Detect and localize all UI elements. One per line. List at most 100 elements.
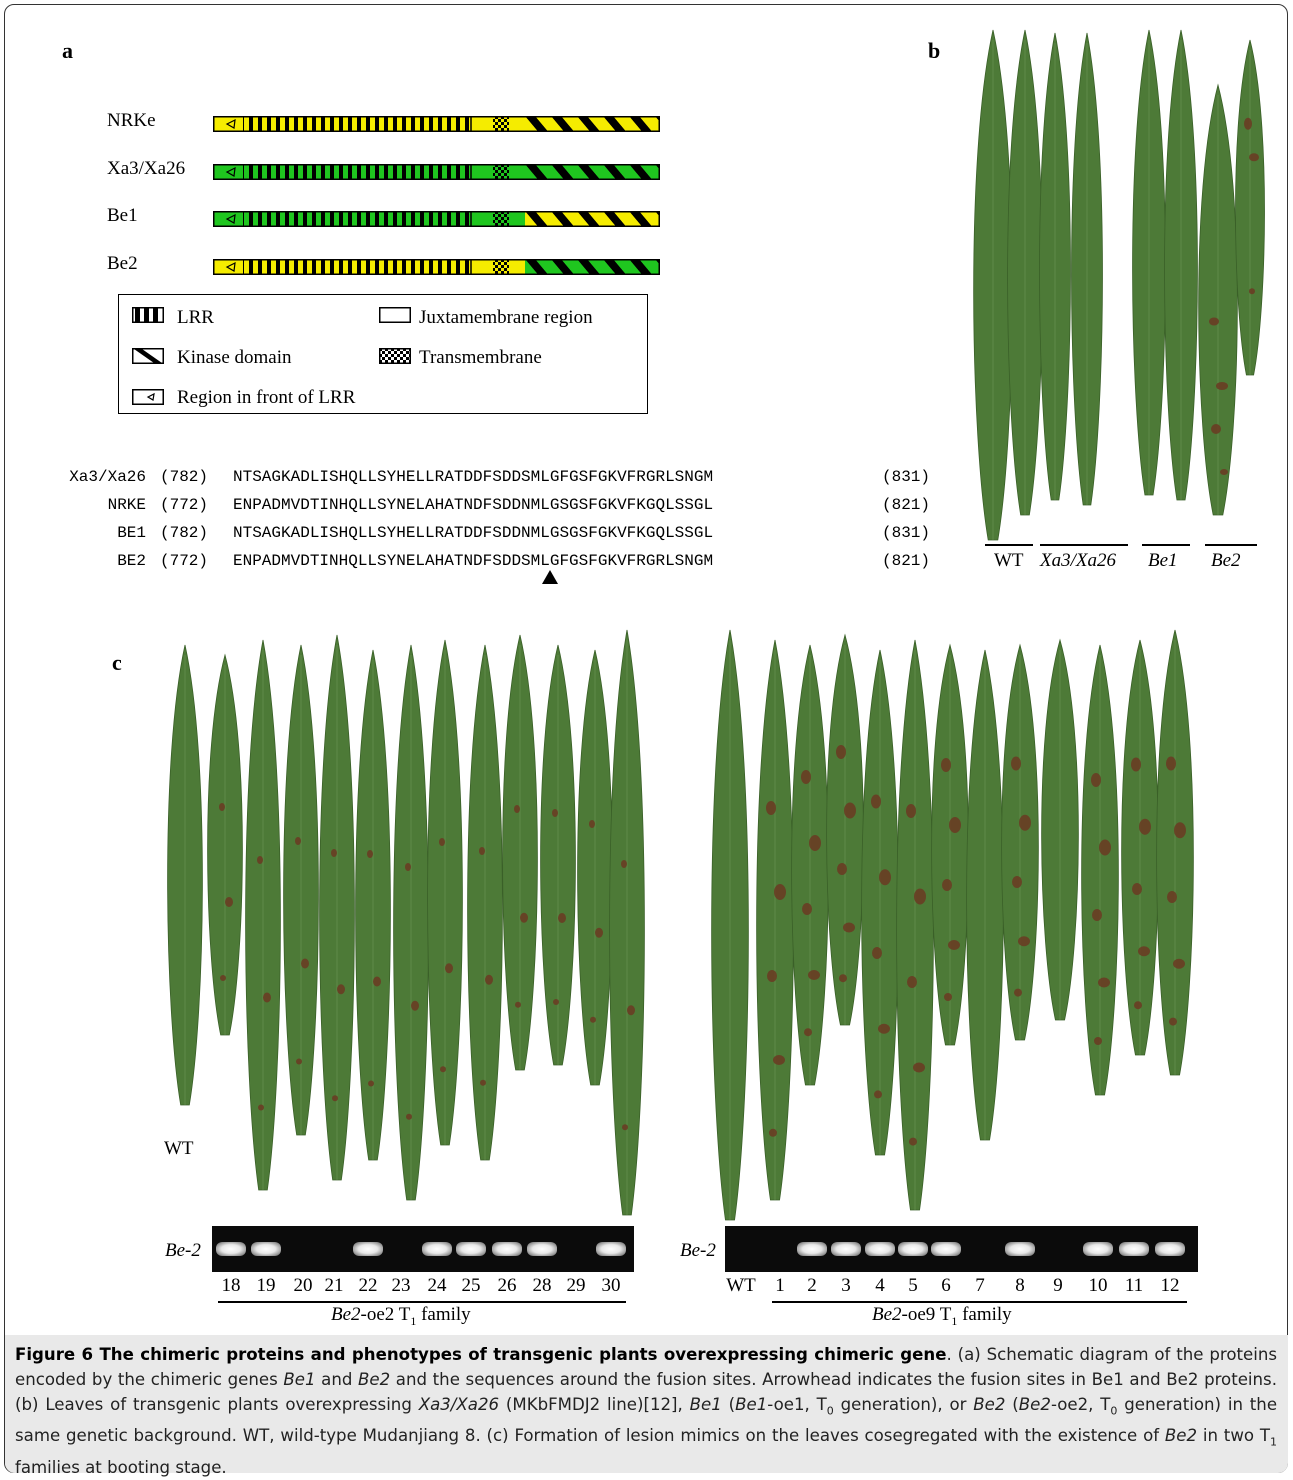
label-b-wt: WT — [994, 550, 1024, 571]
figure-caption: Figure 6 The chimeric proteins and pheno… — [15, 1345, 1278, 1477]
domain-legend: LRR Juxtamembrane region Kinase domain T… — [118, 294, 648, 414]
juxta-segment — [471, 259, 493, 275]
lesion — [949, 817, 961, 833]
protein-name: NRKe — [107, 110, 156, 131]
lane-label: 22 — [358, 1275, 378, 1296]
lesion — [485, 974, 493, 985]
protein-name: Xa3/Xa26 — [107, 158, 186, 179]
lesion — [804, 1028, 812, 1037]
gel-band — [596, 1242, 626, 1256]
lesion — [801, 770, 811, 784]
leaf — [502, 634, 538, 1071]
leaf — [319, 634, 355, 1181]
lesion — [1131, 757, 1141, 772]
gel-band — [931, 1242, 961, 1256]
lesion — [1099, 839, 1111, 856]
leaf — [966, 649, 1004, 1141]
gel-band — [865, 1242, 895, 1256]
protein-bar — [213, 164, 660, 180]
panel-c-right-leaves — [711, 629, 1194, 1221]
leaf — [1132, 29, 1166, 496]
leaf — [1235, 39, 1265, 376]
lesion — [1211, 424, 1221, 434]
protein-name: Be1 — [107, 205, 138, 226]
transmembrane-legend-icon — [379, 348, 411, 364]
lesion — [871, 794, 881, 809]
lesion — [553, 999, 559, 1005]
seq-name: BE1 — [117, 524, 146, 542]
lesion — [1092, 909, 1102, 921]
lesion — [367, 850, 373, 858]
front-region-mark — [225, 213, 236, 224]
protein-bar — [213, 116, 660, 132]
lesion — [837, 863, 847, 875]
lesion — [1098, 977, 1110, 988]
lesion — [802, 903, 812, 915]
lane-label: 26 — [497, 1275, 517, 1296]
lesion — [879, 869, 891, 886]
lane-label: 9 — [1053, 1275, 1063, 1296]
legend-kinase: Kinase domain — [177, 347, 292, 368]
lrr-segment-pattern — [243, 259, 471, 275]
lesion — [296, 1058, 302, 1065]
leaf — [427, 639, 463, 1146]
lrr-legend-icon — [132, 307, 164, 323]
tm-segment-pattern — [493, 211, 509, 227]
underline-xa3 — [1040, 544, 1128, 546]
lesion — [941, 758, 951, 772]
leaf — [931, 643, 969, 1046]
label-b-be1: Be1 — [1148, 550, 1178, 571]
lesion — [913, 1062, 925, 1073]
lesion — [295, 837, 301, 845]
fusion-arrowhead-icon — [542, 570, 558, 584]
protein-bar-border — [213, 116, 660, 132]
juxtamembrane-legend-icon — [379, 307, 411, 323]
seq-end: (821) — [882, 552, 931, 570]
lane-label: 2 — [807, 1275, 817, 1296]
front-region-mark — [225, 166, 236, 177]
leaf — [826, 633, 864, 1026]
gel-band — [831, 1242, 861, 1256]
family-right-label: Be2-oe9 T1 family — [872, 1304, 1012, 1328]
leaf — [1164, 29, 1198, 501]
lesion — [405, 863, 411, 871]
kinase-segment-pattern — [525, 211, 659, 227]
protein-bar-border — [213, 259, 660, 275]
leaf — [1071, 32, 1103, 506]
seq-end: (831) — [882, 468, 931, 486]
lesion — [1018, 936, 1030, 947]
lane-label: 28 — [532, 1275, 552, 1296]
front-region-mark — [225, 261, 236, 272]
leaf — [756, 639, 794, 1201]
seq-residues: NTSAGKADLISHQLLSYHELLRATDDFSDDNMLGSGSFGK… — [233, 524, 714, 542]
protein-bar-border — [213, 211, 660, 227]
lane-label: 4 — [875, 1275, 885, 1296]
juxta-segment — [471, 164, 493, 180]
leaf — [167, 644, 203, 1106]
underline-wt — [985, 544, 1033, 546]
lesion — [773, 1055, 785, 1065]
tm-segment-pattern — [493, 259, 509, 275]
seq-residues: ENPADMVDTINHQLLSYNELAHATNDFSDDSMLGFGSFGK… — [233, 552, 714, 570]
lane-label: 18 — [221, 1275, 241, 1296]
lesion — [445, 963, 453, 974]
lane-label: 30 — [601, 1275, 621, 1296]
lrr-segment-pattern — [243, 164, 471, 180]
lesion — [809, 835, 821, 851]
lesion — [479, 847, 485, 855]
gel-band — [456, 1242, 486, 1256]
lesion — [1094, 1037, 1102, 1045]
gel-band — [251, 1242, 281, 1256]
label-b-xa3: Xa3/Xa26 — [1040, 550, 1116, 571]
gel-right — [725, 1226, 1198, 1272]
tm-segment-pattern — [493, 164, 509, 180]
lesion — [1132, 883, 1142, 895]
leaf — [896, 639, 934, 1211]
lane-label: 7 — [975, 1275, 985, 1296]
caption-box — [5, 1335, 1288, 1473]
seq-name: BE2 — [117, 552, 146, 570]
lesion — [1134, 1001, 1142, 1010]
lesion — [769, 1128, 777, 1137]
lane-label: 10 — [1088, 1275, 1108, 1296]
lesion — [1209, 317, 1219, 326]
